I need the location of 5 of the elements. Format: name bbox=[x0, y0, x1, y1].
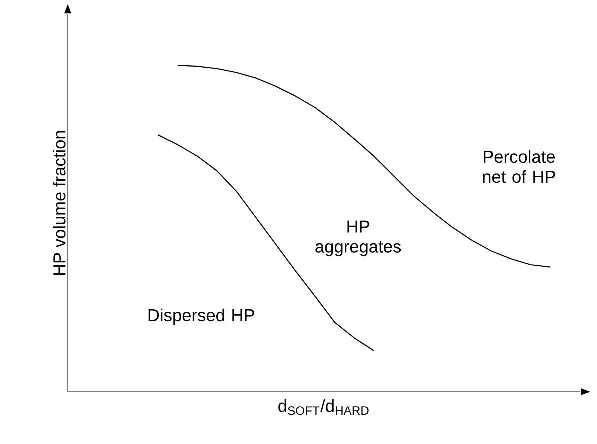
y-axis-title: HP volume fraction bbox=[53, 131, 66, 276]
annotation: Dispersed HP bbox=[148, 308, 254, 326]
annotation: Percolate net of HP bbox=[483, 150, 556, 184]
x-axis-title: d$_{SOFT}$/d$_{HARD}$ bbox=[278, 400, 369, 416]
annotation: HP aggregates bbox=[316, 220, 402, 256]
